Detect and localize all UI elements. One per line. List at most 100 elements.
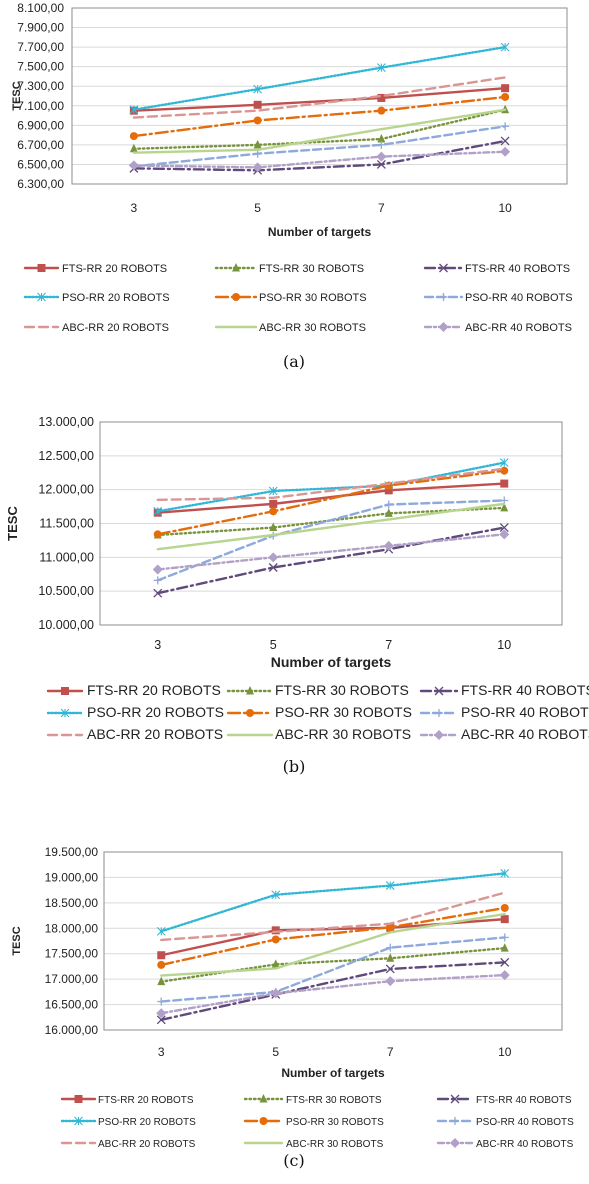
legend-label: FTS-RR 40 ROBOTS: [476, 1095, 572, 1106]
legend-marker: [438, 322, 449, 332]
legend-marker: [232, 293, 240, 301]
data-point-stroke-b: [500, 957, 510, 967]
x-tick-label: 3: [158, 1045, 165, 1059]
legend-label: PSO-RR 40 ROBOTS: [465, 292, 573, 304]
data-point: [500, 868, 510, 878]
data-point: [377, 134, 386, 143]
data-point: [500, 466, 509, 475]
data-point: [270, 988, 281, 999]
data-point: [253, 149, 262, 158]
plot-frame: [99, 421, 563, 626]
series-line: [132, 45, 507, 111]
data-point: [153, 530, 162, 539]
series-line: [132, 76, 507, 119]
series-line: [156, 499, 506, 582]
data-point: [271, 959, 280, 968]
data-point: [128, 160, 139, 171]
data-point: [501, 92, 510, 101]
data-point: [499, 529, 510, 540]
legend-label: PSO-RR 20 ROBOTS: [62, 292, 170, 304]
data-point: [153, 588, 163, 598]
data-point: [376, 151, 387, 162]
legend-marker: [450, 1094, 460, 1104]
legend-marker: [37, 264, 46, 272]
data-point: [384, 486, 393, 495]
series-line: [132, 86, 507, 112]
series-line: [156, 482, 506, 514]
data-point: [129, 105, 139, 115]
series-line: [160, 936, 506, 1003]
x-tick-label: 3: [131, 201, 138, 215]
y-tick-label: 17.000,00: [45, 972, 99, 986]
legend-label: ABC-RR 40 ROBOTS: [461, 726, 589, 742]
x-tick-label: 10: [498, 1045, 512, 1059]
y-tick-label: 18.500,00: [45, 896, 99, 910]
legend-label: FTS-RR 20 ROBOTS: [98, 1095, 194, 1106]
y-tick-label: 11.000,00: [39, 550, 94, 564]
legend-marker: [246, 686, 254, 695]
y-axis-title: TESC: [11, 81, 23, 110]
chart-panel-a: 6.300,00 6.500,00 6.700,00 6.900,00 7.100,00…: [11, 1, 573, 371]
series-line: [160, 891, 506, 942]
legend-marker: [434, 686, 444, 696]
y-tick-label: 7.100,00: [17, 99, 64, 113]
data-point: [152, 564, 163, 575]
series-line: [156, 526, 506, 595]
legend-label: FTS-RR 40 ROBOTS: [461, 682, 589, 698]
data-point: [500, 957, 510, 967]
legend-marker-stroke-b: [450, 1094, 460, 1104]
x-tick-label: 10: [497, 638, 511, 652]
x-tick-label: 5: [272, 1045, 279, 1059]
data-point: [376, 63, 386, 73]
y-tick-label: 12.500,00: [38, 449, 94, 463]
y-tick-label: 6.300,00: [17, 177, 64, 191]
data-point-stroke-b: [499, 523, 509, 533]
data-point: [377, 140, 386, 149]
data-point: [153, 506, 163, 516]
data-point: [156, 1015, 166, 1025]
legend-marker: [74, 1116, 83, 1126]
y-tick-label: 12.000,00: [38, 483, 94, 497]
series-line: [132, 139, 507, 172]
y-tick-label: 7.700,00: [17, 40, 64, 54]
data-point: [500, 915, 509, 924]
data-point: [501, 84, 510, 93]
legend-label: FTS-RR 20 ROBOTS: [87, 682, 221, 698]
legend-marker: [60, 708, 70, 718]
legend-label: FTS-RR 40 ROBOTS: [465, 263, 570, 275]
series-line: [160, 961, 506, 1022]
data-point-stroke-b: [385, 964, 395, 974]
data-point: [268, 563, 278, 572]
y-axis-title: TESC: [5, 506, 20, 541]
y-tick-label: 10.500,00: [38, 584, 94, 598]
series-line: [132, 150, 507, 169]
x-axis-title: Number of targets: [281, 1066, 385, 1080]
data-point: [501, 122, 510, 131]
data-point: [386, 923, 395, 932]
legend-label: ABC-RR 30 ROBOTS: [259, 322, 366, 334]
legend-label: ABC-RR 20 ROBOTS: [62, 322, 169, 334]
y-tick-label: 18.000,00: [45, 921, 99, 935]
legend-marker-stroke-b: [434, 686, 444, 696]
data-point: [156, 1008, 167, 1019]
y-tick-label: 6.900,00: [17, 118, 64, 132]
legend-marker: [259, 1117, 268, 1125]
series-line: [156, 502, 506, 551]
data-point: [253, 100, 262, 109]
panel-caption: (c): [283, 1151, 304, 1170]
series-line: [132, 125, 507, 168]
data-point: [499, 970, 510, 981]
data-point: [269, 522, 278, 532]
data-point: [252, 162, 263, 173]
legend-label: ABC-RR 30 ROBOTS: [286, 1139, 384, 1150]
y-tick-label: 6.500,00: [17, 157, 64, 171]
legend-marker: [259, 1094, 268, 1103]
y-tick-label: 13.000,00: [38, 415, 94, 429]
legend-label: PSO-RR 40 ROBOTS: [476, 1117, 574, 1128]
data-point: [500, 136, 510, 146]
data-point: [386, 953, 395, 962]
legend-label: FTS-RR 20 ROBOTS: [62, 263, 167, 275]
series-line: [132, 95, 507, 138]
data-point: [377, 93, 386, 102]
